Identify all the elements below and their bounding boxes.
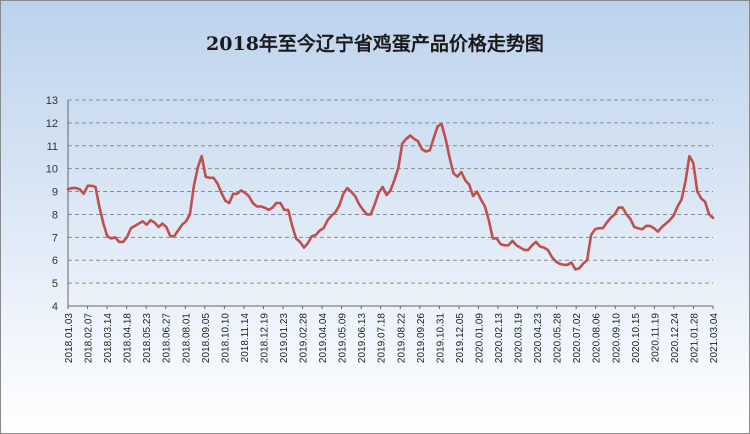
x-tick-label: 2020.02.13	[494, 313, 505, 363]
x-tick-label: 2018.05.23	[142, 313, 153, 363]
y-tick-label: 4	[52, 301, 58, 313]
x-tick-label: 2020.12.24	[670, 313, 681, 363]
x-tick-label: 2018.11.14	[240, 313, 251, 363]
x-tick-label: 2019.08.22	[396, 313, 407, 363]
x-tick-label: 2020.03.19	[514, 313, 525, 363]
x-tick-label: 2019.09.26	[416, 313, 427, 363]
x-tick-label: 2020.10.15	[631, 313, 642, 363]
x-tick-label: 2020.01.09	[474, 313, 485, 363]
x-tick-label: 2018.12.19	[259, 313, 270, 363]
x-tick-label: 2019.07.18	[377, 313, 388, 363]
y-tick-label: 11	[47, 141, 58, 153]
y-tick-label: 6	[52, 255, 58, 267]
x-tick-label: 2018.03.14	[103, 313, 114, 363]
y-tick-label: 7	[52, 232, 58, 244]
x-tick-label: 2021.03.04	[709, 313, 720, 363]
x-tick-label: 2018.04.18	[123, 313, 134, 363]
x-tick-label: 2020.05.28	[553, 313, 564, 363]
x-tick-label: 2018.09.05	[201, 313, 212, 363]
x-tick-label: 2020.04.23	[533, 313, 544, 363]
series-line	[66, 122, 715, 271]
y-tick-label: 5	[52, 278, 58, 290]
x-tick-label: 2020.09.10	[611, 313, 622, 363]
x-tick-label: 2018.06.27	[162, 313, 173, 363]
x-tick-label: 2019.04.04	[318, 313, 329, 363]
x-tick-label: 2018.02.07	[84, 313, 95, 363]
x-tick-label: 2019.01.23	[279, 313, 290, 363]
x-tick-label: 2018.10.10	[220, 313, 231, 363]
y-tick-label: 10	[46, 164, 58, 176]
chart-title: 2018年至今辽宁省鸡蛋产品价格走势图	[206, 32, 544, 55]
y-tick-label: 9	[52, 187, 58, 199]
x-tick-label: 2019.10.31	[435, 313, 446, 363]
x-tick-label: 2020.11.19	[650, 313, 661, 363]
x-tick-label: 2018.08.01	[181, 313, 192, 363]
x-tick-label: 2019.12.05	[455, 313, 466, 363]
x-tick-label: 2019.05.09	[338, 313, 349, 363]
x-tick-label: 2021.01.28	[689, 313, 700, 363]
y-tick-label: 13	[46, 95, 58, 107]
plot-area: 4 5 6 7 8 9 10 11 12 13 2018.01.03 2018.02.07 2018.0…	[46, 95, 720, 363]
x-tick-label: 2020.08.06	[592, 313, 603, 363]
y-tick-label: 12	[46, 118, 58, 130]
x-tick-label: 2018.01.03	[64, 313, 75, 363]
x-tick-label: 2020.07.02	[572, 313, 583, 363]
y-tick-label: 8	[52, 209, 58, 221]
x-tick-label: 2019.02.28	[299, 313, 310, 363]
x-tick-label: 2019.06.13	[357, 313, 368, 363]
